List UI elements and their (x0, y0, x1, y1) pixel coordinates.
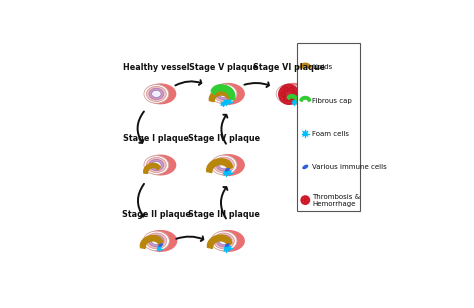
Ellipse shape (225, 243, 230, 247)
Ellipse shape (151, 237, 161, 245)
Polygon shape (211, 85, 235, 100)
Circle shape (224, 101, 228, 103)
Text: Healthy vessel: Healthy vessel (123, 63, 190, 72)
Ellipse shape (149, 88, 164, 99)
Ellipse shape (149, 160, 164, 171)
Circle shape (224, 172, 228, 175)
Ellipse shape (219, 90, 229, 98)
Ellipse shape (211, 231, 237, 251)
Polygon shape (207, 159, 233, 172)
Ellipse shape (216, 235, 232, 247)
Ellipse shape (211, 84, 237, 104)
Circle shape (158, 247, 161, 250)
Polygon shape (300, 63, 310, 68)
Circle shape (228, 247, 230, 249)
Ellipse shape (284, 90, 294, 98)
Ellipse shape (225, 168, 230, 172)
Ellipse shape (214, 157, 234, 173)
Ellipse shape (146, 86, 166, 101)
Text: Various immune cells: Various immune cells (312, 164, 387, 170)
Ellipse shape (277, 83, 310, 104)
Polygon shape (208, 235, 232, 248)
Text: Stage IV plaque: Stage IV plaque (188, 134, 260, 143)
Ellipse shape (279, 86, 300, 102)
Ellipse shape (211, 155, 237, 175)
Text: Fibrous cap: Fibrous cap (312, 98, 352, 103)
Ellipse shape (214, 233, 234, 249)
Ellipse shape (146, 157, 166, 172)
Text: Stage VI plaque: Stage VI plaque (253, 63, 325, 72)
Ellipse shape (214, 86, 234, 102)
Circle shape (303, 132, 307, 136)
Ellipse shape (219, 161, 229, 169)
Polygon shape (287, 95, 299, 102)
Text: Foam cells: Foam cells (312, 131, 349, 137)
Ellipse shape (144, 84, 169, 103)
Ellipse shape (158, 243, 163, 247)
Ellipse shape (302, 164, 308, 169)
Ellipse shape (216, 159, 232, 171)
Circle shape (293, 101, 296, 103)
Ellipse shape (212, 155, 244, 175)
Circle shape (221, 103, 224, 105)
Ellipse shape (145, 155, 176, 175)
Text: Stage II plaque: Stage II plaque (122, 210, 191, 219)
Ellipse shape (212, 231, 244, 251)
Ellipse shape (212, 83, 244, 104)
Ellipse shape (219, 237, 229, 245)
Ellipse shape (149, 235, 164, 247)
Circle shape (228, 100, 230, 103)
FancyBboxPatch shape (298, 43, 360, 211)
Ellipse shape (216, 88, 232, 100)
Circle shape (279, 84, 299, 104)
Text: Thrombosis &
Hemorrhage: Thrombosis & Hemorrhage (312, 194, 361, 207)
Text: Stage III plaque: Stage III plaque (188, 210, 260, 219)
Ellipse shape (152, 161, 161, 168)
Ellipse shape (282, 88, 297, 100)
Ellipse shape (145, 84, 176, 104)
Circle shape (228, 171, 231, 174)
Polygon shape (210, 90, 232, 102)
Circle shape (225, 248, 228, 250)
Ellipse shape (276, 84, 302, 104)
Ellipse shape (143, 231, 169, 251)
Ellipse shape (144, 156, 169, 174)
Ellipse shape (146, 233, 167, 249)
Circle shape (301, 196, 310, 205)
Text: Lipids: Lipids (312, 64, 333, 70)
Text: Stage V plaque: Stage V plaque (190, 63, 258, 72)
Polygon shape (140, 236, 163, 248)
Text: Stage I plaque: Stage I plaque (123, 134, 189, 143)
Polygon shape (144, 163, 160, 173)
Ellipse shape (152, 90, 161, 97)
Polygon shape (300, 96, 310, 101)
Ellipse shape (145, 231, 177, 251)
